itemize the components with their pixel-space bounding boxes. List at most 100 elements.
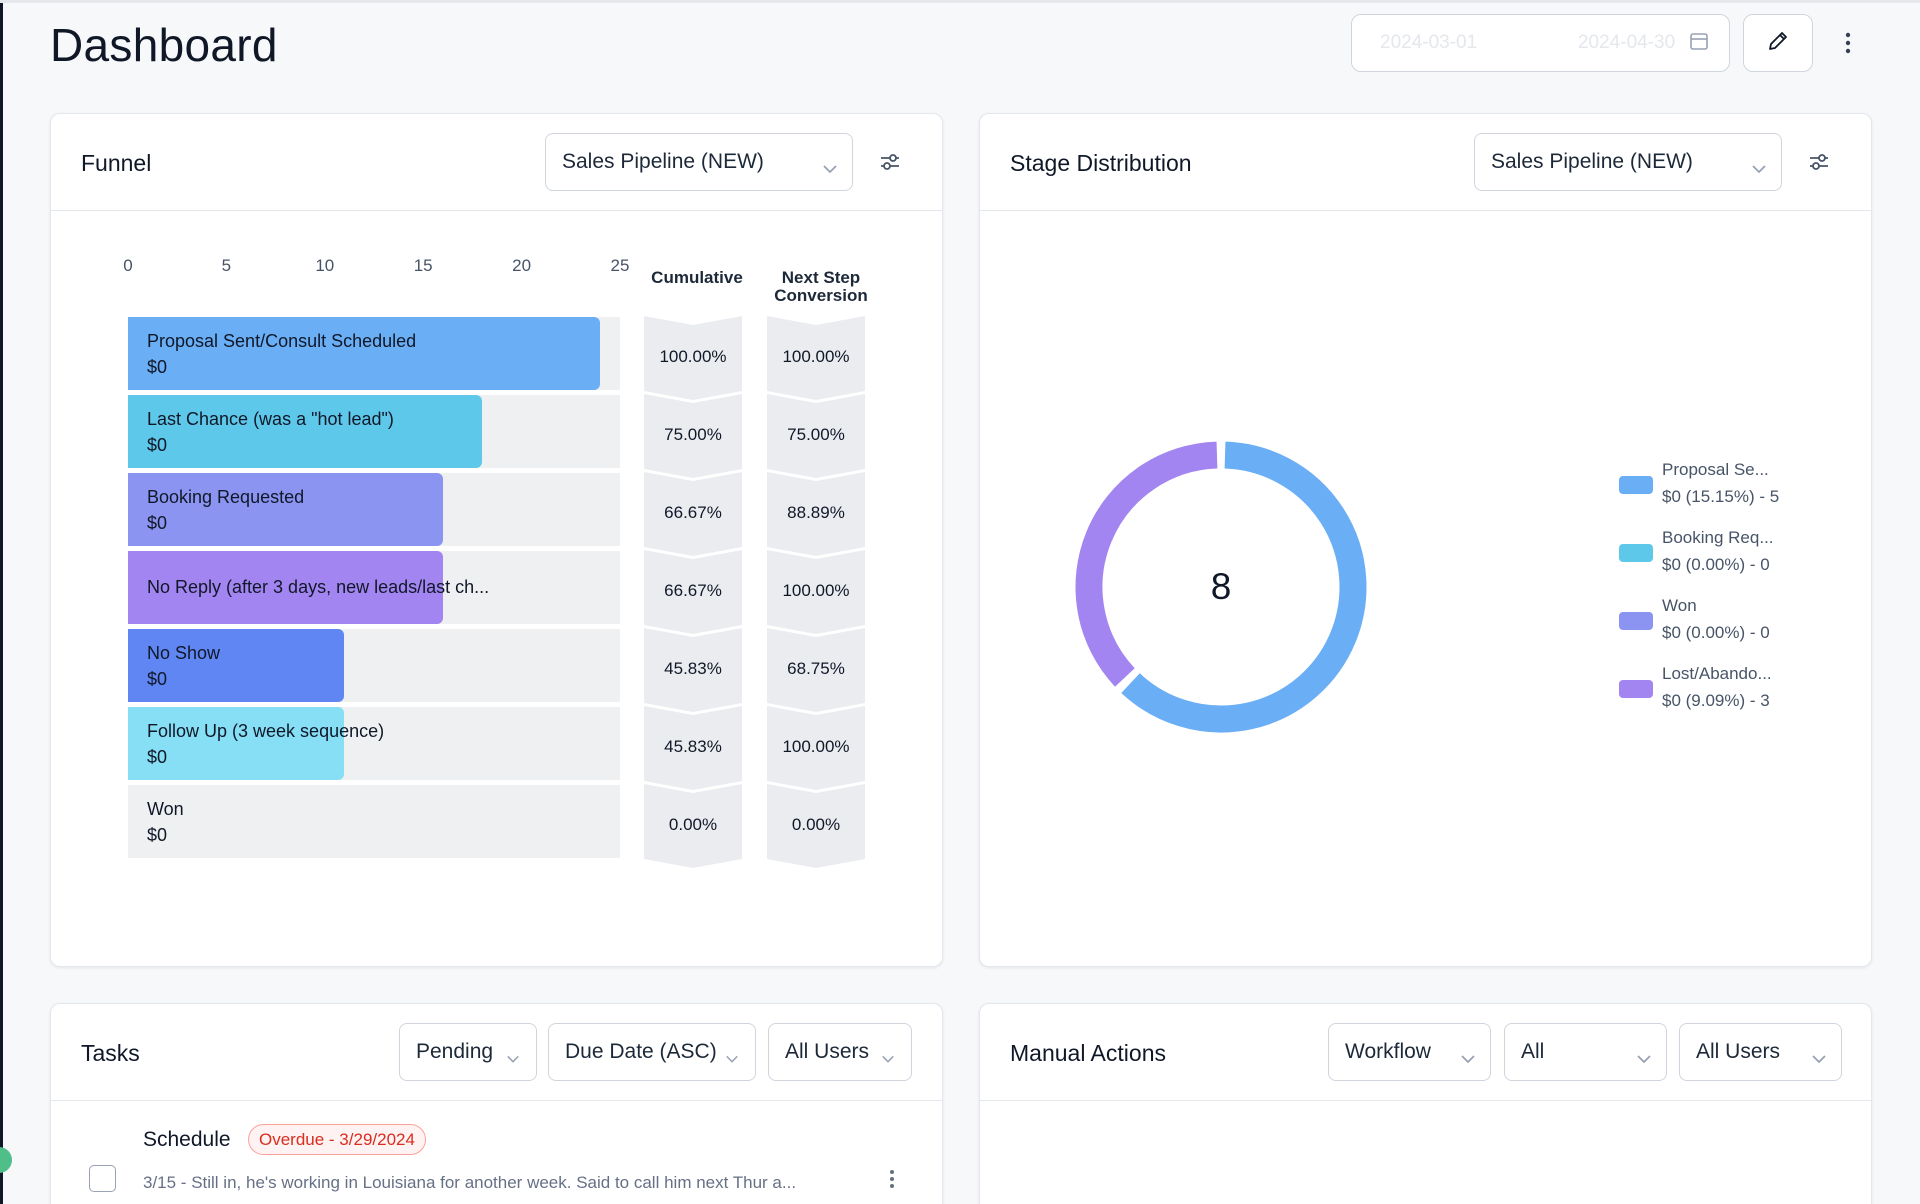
legend-text: Booking Req... $0 (0.00%) - 0 — [1662, 524, 1774, 578]
chevron-down-icon — [822, 156, 838, 180]
legend-item[interactable]: Proposal Se... $0 (15.15%) - 5 — [1619, 456, 1779, 510]
next-step-percent: 0.00% — [791, 815, 841, 834]
stage-distribution-card: Stage Distribution Sales Pipeline (NEW) — [979, 113, 1872, 967]
edit-dashboard-button[interactable] — [1743, 14, 1813, 72]
donut-slice[interactable] — [1121, 441, 1367, 733]
funnel-bar[interactable] — [128, 473, 443, 546]
funnel-stage-value: $0 — [147, 435, 168, 455]
stage-donut-chart: 8 — [1075, 441, 1367, 733]
cumulative-percent: 75.00% — [664, 425, 722, 444]
legend-item[interactable]: Won $0 (0.00%) - 0 — [1619, 592, 1770, 646]
task-checkbox[interactable] — [89, 1165, 116, 1192]
next-step-cell — [767, 550, 865, 634]
stage-distribution-header: Stage Distribution Sales Pipeline (NEW) — [980, 114, 1871, 211]
next-step-cell — [767, 472, 865, 556]
drag-handle-icon[interactable] — [0, 1147, 12, 1173]
task-title[interactable]: Schedule — [143, 1128, 231, 1151]
task-description: 3/15 - Still in, he's working in Louisia… — [143, 1173, 797, 1192]
chevron-down-icon — [1636, 1046, 1652, 1070]
funnel-pipeline-value: Sales Pipeline (NEW) — [562, 150, 764, 173]
legend-swatch — [1619, 544, 1653, 562]
chevron-down-icon — [881, 1046, 895, 1070]
next-step-header-line1: Next Step — [781, 268, 861, 287]
cumulative-percent: 100.00% — [659, 347, 727, 366]
legend-detail: $0 (9.09%) - 3 — [1662, 691, 1770, 710]
next-step-cell — [767, 316, 865, 400]
manual-user-select[interactable]: All Users — [1679, 1023, 1842, 1081]
next-step-header-line2: Conversion — [774, 286, 868, 305]
left-edge-bar — [0, 0, 3, 1204]
manual-scope-select[interactable]: All — [1504, 1023, 1667, 1081]
axis-tick-label: 5 — [221, 256, 232, 275]
legend-detail: $0 (0.00%) - 0 — [1662, 623, 1770, 642]
funnel-chart: Cumulative Next Step Conversion 0 5 10 15 20… — [51, 114, 944, 968]
manual-actions-header: Manual Actions Workflow All All Users — [980, 1004, 1871, 1101]
funnel-stage-name: Last Chance (was a "hot lead") — [147, 409, 394, 429]
axis-tick-label: 15 — [413, 256, 433, 275]
chevron-down-icon — [725, 1046, 739, 1070]
funnel-title: Funnel — [81, 150, 152, 176]
next-step-cell — [767, 628, 865, 712]
legend-swatch — [1619, 476, 1653, 494]
tasks-header: Tasks Pending Due Date (ASC) All Users — [51, 1004, 942, 1101]
next-step-percent: 88.89% — [787, 503, 845, 522]
cumulative-cell — [644, 394, 742, 478]
cumulative-cell — [644, 628, 742, 712]
funnel-stage-value: $0 — [147, 825, 168, 845]
next-step-percent: 68.75% — [787, 659, 845, 678]
legend-name: Booking Req... — [1662, 528, 1774, 547]
date-end: 2024-04-30 — [1577, 32, 1676, 53]
next-step-percent: 100.00% — [782, 581, 850, 600]
donut-center-total: 8 — [1211, 566, 1232, 607]
stage-settings-icon[interactable] — [1806, 149, 1832, 175]
chevron-down-icon — [1460, 1046, 1476, 1070]
legend-item[interactable]: Booking Req... $0 (0.00%) - 0 — [1619, 524, 1774, 578]
next-step-cell — [767, 706, 865, 790]
stage-pipeline-value: Sales Pipeline (NEW) — [1491, 150, 1693, 173]
funnel-bar[interactable] — [128, 629, 345, 702]
more-options-icon[interactable] — [1838, 28, 1858, 58]
chevron-down-icon — [1811, 1046, 1827, 1070]
cumulative-percent: 45.83% — [664, 737, 722, 756]
funnel-settings-icon[interactable] — [877, 149, 903, 175]
next-step-percent: 75.00% — [787, 425, 845, 444]
funnel-stage-value: $0 — [147, 357, 168, 377]
manual-scope-value: All — [1521, 1040, 1545, 1063]
funnel-card-header: Funnel Sales Pipeline (NEW) — [51, 114, 942, 211]
cumulative-cell — [644, 706, 742, 790]
funnel-bar[interactable] — [128, 551, 443, 624]
task-sort-select[interactable]: Due Date (ASC) — [548, 1023, 756, 1081]
manual-type-select[interactable]: Workflow — [1328, 1023, 1491, 1081]
funnel-bar[interactable] — [128, 707, 345, 780]
next-step-header: Next Step Conversion — [761, 269, 881, 305]
manual-actions-card: Manual Actions Workflow All All Users — [979, 1003, 1872, 1204]
funnel-stage-name: No Show — [147, 643, 221, 663]
task-status-select[interactable]: Pending — [399, 1023, 537, 1081]
funnel-card: Funnel Sales Pipeline (NEW) Cumulative N… — [50, 113, 943, 967]
legend-item[interactable]: Lost/Abando... $0 (9.09%) - 3 — [1619, 660, 1772, 714]
axis-tick-label: 0 — [123, 256, 133, 275]
donut-slice[interactable] — [1075, 441, 1218, 687]
manual-user-value: All Users — [1696, 1040, 1781, 1063]
axis-tick-label: 10 — [315, 256, 335, 275]
next-step-cell — [767, 784, 865, 868]
overdue-badge: Overdue - 3/29/2024 — [248, 1124, 426, 1155]
funnel-bar[interactable] — [128, 395, 483, 468]
legend-name: Lost/Abando... — [1662, 664, 1772, 683]
funnel-pipeline-select[interactable]: Sales Pipeline (NEW) — [545, 133, 853, 191]
page-title: Dashboard — [50, 19, 278, 71]
funnel-bar[interactable] — [128, 317, 601, 390]
stage-pipeline-select[interactable]: Sales Pipeline (NEW) — [1474, 133, 1782, 191]
cumulative-percent: 66.67% — [664, 503, 722, 522]
chevron-down-icon — [506, 1046, 520, 1070]
funnel-stage-name: Won — [147, 799, 184, 819]
task-user-select[interactable]: All Users — [768, 1023, 912, 1081]
axis-tick-label: 20 — [512, 256, 532, 275]
funnel-stage-value: $0 — [147, 513, 168, 533]
calendar-icon — [1683, 31, 1709, 56]
legend-text: Lost/Abando... $0 (9.09%) - 3 — [1662, 660, 1772, 714]
task-more-icon[interactable] — [889, 1169, 895, 1194]
legend-swatch — [1619, 612, 1653, 630]
date-range-picker[interactable]: 2024-03-01 2024-04-30 — [1351, 14, 1730, 72]
funnel-stage-value: $0 — [147, 747, 168, 767]
